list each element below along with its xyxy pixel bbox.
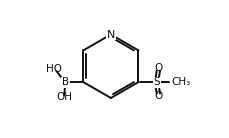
- Text: O: O: [154, 63, 162, 73]
- Text: HO: HO: [46, 64, 61, 74]
- Text: S: S: [153, 77, 160, 87]
- Text: OH: OH: [56, 92, 72, 102]
- Text: B: B: [62, 77, 69, 87]
- Text: O: O: [154, 91, 162, 101]
- Text: N: N: [106, 30, 114, 39]
- Text: CH₃: CH₃: [171, 77, 190, 87]
